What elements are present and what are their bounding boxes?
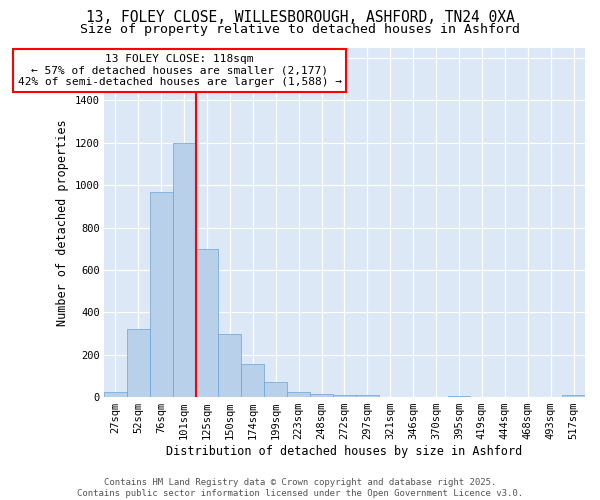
X-axis label: Distribution of detached houses by size in Ashford: Distribution of detached houses by size … xyxy=(166,444,523,458)
Bar xyxy=(356,395,379,398)
Bar xyxy=(150,192,173,398)
Bar xyxy=(333,394,356,398)
Bar xyxy=(173,143,196,398)
Bar xyxy=(448,396,470,398)
Bar xyxy=(196,249,218,398)
Bar xyxy=(104,392,127,398)
Y-axis label: Number of detached properties: Number of detached properties xyxy=(56,119,69,326)
Bar xyxy=(310,394,333,398)
Bar xyxy=(264,382,287,398)
Bar xyxy=(218,334,241,398)
Bar xyxy=(287,392,310,398)
Bar xyxy=(127,330,150,398)
Bar xyxy=(562,394,585,398)
Text: 13, FOLEY CLOSE, WILLESBOROUGH, ASHFORD, TN24 0XA: 13, FOLEY CLOSE, WILLESBOROUGH, ASHFORD,… xyxy=(86,10,514,25)
Text: Contains HM Land Registry data © Crown copyright and database right 2025.
Contai: Contains HM Land Registry data © Crown c… xyxy=(77,478,523,498)
Text: 13 FOLEY CLOSE: 118sqm
← 57% of detached houses are smaller (2,177)
42% of semi-: 13 FOLEY CLOSE: 118sqm ← 57% of detached… xyxy=(17,54,341,87)
Bar xyxy=(241,364,264,398)
Text: Size of property relative to detached houses in Ashford: Size of property relative to detached ho… xyxy=(80,22,520,36)
